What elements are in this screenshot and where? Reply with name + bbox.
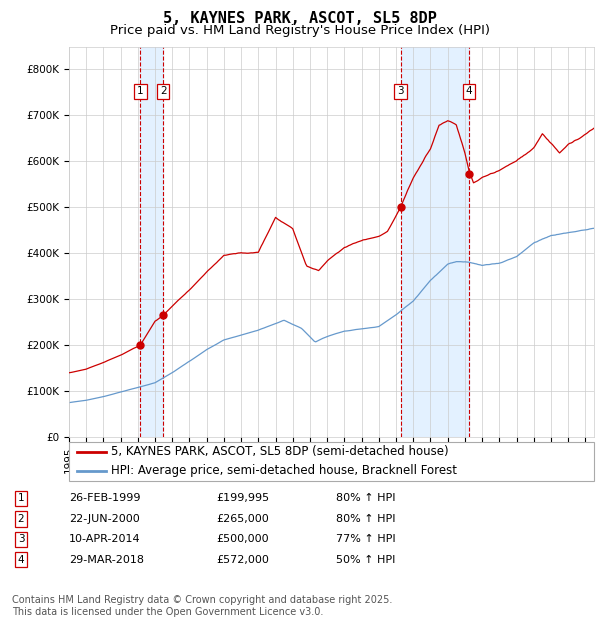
Text: 5, KAYNES PARK, ASCOT, SL5 8DP: 5, KAYNES PARK, ASCOT, SL5 8DP [163, 11, 437, 25]
Text: 50% ↑ HPI: 50% ↑ HPI [336, 555, 395, 565]
Text: £199,995: £199,995 [216, 494, 269, 503]
Text: 2: 2 [160, 86, 166, 97]
Text: 4: 4 [17, 555, 25, 565]
Text: 1: 1 [17, 494, 25, 503]
Text: 77% ↑ HPI: 77% ↑ HPI [336, 534, 395, 544]
Text: 5, KAYNES PARK, ASCOT, SL5 8DP (semi-detached house): 5, KAYNES PARK, ASCOT, SL5 8DP (semi-det… [111, 445, 449, 458]
Text: HPI: Average price, semi-detached house, Bracknell Forest: HPI: Average price, semi-detached house,… [111, 464, 457, 477]
Text: 10-APR-2014: 10-APR-2014 [69, 534, 140, 544]
Text: Contains HM Land Registry data © Crown copyright and database right 2025.
This d: Contains HM Land Registry data © Crown c… [12, 595, 392, 617]
Text: 80% ↑ HPI: 80% ↑ HPI [336, 514, 395, 524]
Text: £500,000: £500,000 [216, 534, 269, 544]
Text: 3: 3 [397, 86, 404, 97]
Text: 4: 4 [466, 86, 472, 97]
Text: Price paid vs. HM Land Registry's House Price Index (HPI): Price paid vs. HM Land Registry's House … [110, 24, 490, 37]
Text: £572,000: £572,000 [216, 555, 269, 565]
Text: 80% ↑ HPI: 80% ↑ HPI [336, 494, 395, 503]
Text: £265,000: £265,000 [216, 514, 269, 524]
Text: 26-FEB-1999: 26-FEB-1999 [69, 494, 140, 503]
Text: 29-MAR-2018: 29-MAR-2018 [69, 555, 144, 565]
Text: 2: 2 [17, 514, 25, 524]
Bar [140, 46, 163, 437]
FancyBboxPatch shape [69, 442, 594, 481]
Bar [401, 46, 469, 437]
Text: 3: 3 [17, 534, 25, 544]
Text: 1: 1 [137, 86, 144, 97]
Text: 22-JUN-2000: 22-JUN-2000 [69, 514, 140, 524]
